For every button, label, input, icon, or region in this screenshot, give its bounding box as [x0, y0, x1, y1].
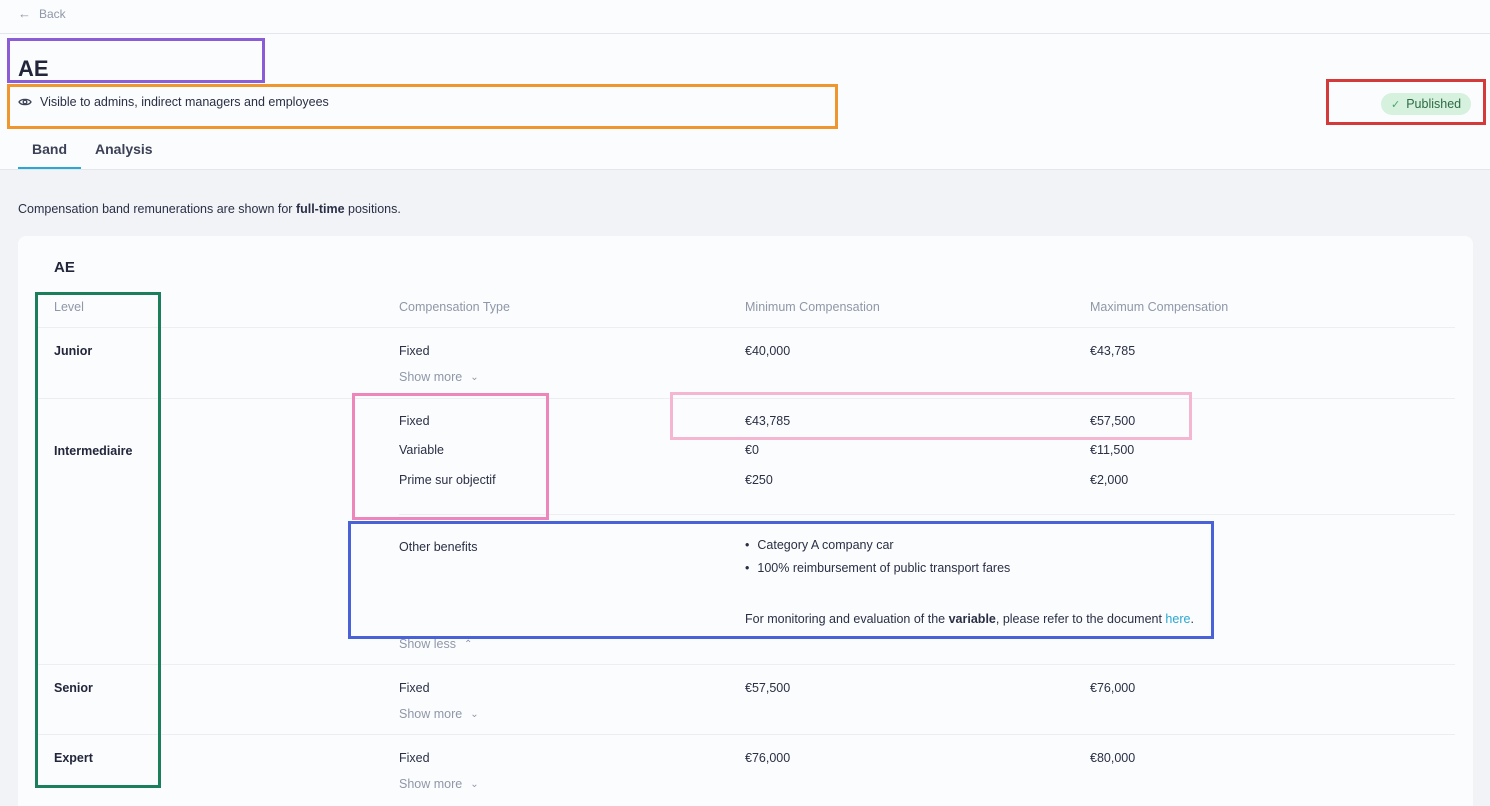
row-divider	[36, 734, 1455, 735]
min-comp: €43,785	[745, 414, 791, 428]
level-junior: Junior	[54, 344, 93, 358]
monitoring-prefix: For monitoring and evaluation of the	[745, 612, 949, 626]
level-intermediaire: Intermediaire	[54, 444, 133, 458]
monitoring-note: For monitoring and evaluation of the var…	[745, 612, 1194, 626]
benefit-text: 100% reimbursement of public transport f…	[757, 561, 1011, 575]
list-item: • Category A company car	[745, 538, 894, 552]
back-label: Back	[39, 6, 66, 21]
visibility-info: Visible to admins, indirect managers and…	[18, 95, 329, 109]
tab-analysis[interactable]: Analysis	[95, 141, 153, 157]
page-header: ← Back AE Visible to admins, indirect ma…	[0, 0, 1490, 170]
column-header-type: Compensation Type	[399, 300, 510, 314]
comp-type: Variable	[399, 443, 444, 457]
show-more-button[interactable]: Show more ⌄	[399, 707, 479, 721]
arrow-left-icon: ←	[18, 6, 31, 21]
sub-divider	[399, 514, 1455, 515]
bullet-dot: •	[745, 538, 750, 552]
min-comp: €76,000	[745, 751, 791, 765]
min-comp: €57,500	[745, 681, 791, 695]
column-header-level: Level	[54, 300, 84, 314]
column-header-max: Maximum Compensation	[1090, 300, 1229, 314]
back-link[interactable]: ← Back	[18, 6, 66, 21]
monitoring-suffix: .	[1190, 612, 1194, 626]
toggle-label: Show more	[399, 707, 463, 721]
chevron-up-icon: ⌃	[463, 638, 473, 650]
toggle-label: Show less	[399, 637, 456, 651]
document-link[interactable]: here	[1165, 612, 1191, 626]
min-comp: €40,000	[745, 344, 791, 358]
show-less-button[interactable]: Show less ⌃	[399, 637, 472, 651]
benefit-text: Category A company car	[757, 538, 894, 552]
chevron-down-icon: ⌄	[470, 778, 479, 790]
monitoring-bold: variable	[948, 612, 996, 626]
note-suffix: positions.	[344, 202, 401, 216]
note-prefix: Compensation band remunerations are show…	[18, 202, 296, 216]
status-badge: ✓ Published	[1381, 93, 1472, 115]
min-comp: €0	[745, 443, 759, 457]
show-more-button[interactable]: Show more ⌄	[399, 370, 479, 384]
comp-type: Fixed	[399, 344, 430, 358]
check-icon: ✓	[1391, 98, 1401, 111]
header-divider	[0, 33, 1490, 34]
comp-type: Fixed	[399, 414, 430, 428]
tab-band[interactable]: Band	[18, 138, 81, 169]
max-comp: €43,785	[1090, 344, 1136, 358]
max-comp: €2,000	[1090, 473, 1129, 487]
status-badge-label: Published	[1406, 97, 1462, 111]
show-more-button[interactable]: Show more ⌄	[399, 777, 479, 791]
note-bold: full-time	[295, 202, 345, 216]
toggle-label: Show more	[399, 777, 463, 791]
eye-icon	[18, 98, 32, 106]
monitoring-middle: , please refer to the document	[995, 612, 1166, 626]
column-header-min: Minimum Compensation	[745, 300, 880, 314]
comp-type: Fixed	[399, 751, 430, 765]
page-title: AE	[18, 56, 49, 81]
max-comp: €11,500	[1090, 443, 1135, 457]
visibility-text: Visible to admins, indirect managers and…	[40, 95, 329, 109]
min-comp: €250	[745, 473, 773, 487]
toggle-label: Show more	[399, 370, 463, 384]
row-divider	[36, 398, 1455, 399]
list-item: • 100% reimbursement of public transport …	[745, 561, 1010, 575]
full-time-note: Compensation band remunerations are show…	[18, 202, 401, 216]
max-comp: €76,000	[1090, 681, 1136, 695]
comp-type: Prime sur objectif	[399, 473, 496, 487]
other-benefits-label: Other benefits	[399, 540, 478, 554]
chevron-down-icon: ⌄	[470, 371, 479, 383]
tab-bar: Band Analysis	[18, 138, 167, 169]
bullet-dot: •	[745, 561, 750, 575]
max-comp: €57,500	[1090, 414, 1136, 428]
max-comp: €80,000	[1090, 751, 1136, 765]
level-expert: Expert	[54, 751, 93, 765]
level-senior: Senior	[54, 681, 93, 695]
band-card: AE Level Compensation Type Minimum Compe…	[18, 236, 1473, 806]
band-title: AE	[54, 259, 75, 276]
row-divider	[36, 327, 1455, 328]
chevron-down-icon: ⌄	[470, 708, 479, 720]
row-divider	[36, 664, 1455, 665]
comp-type: Fixed	[399, 681, 430, 695]
